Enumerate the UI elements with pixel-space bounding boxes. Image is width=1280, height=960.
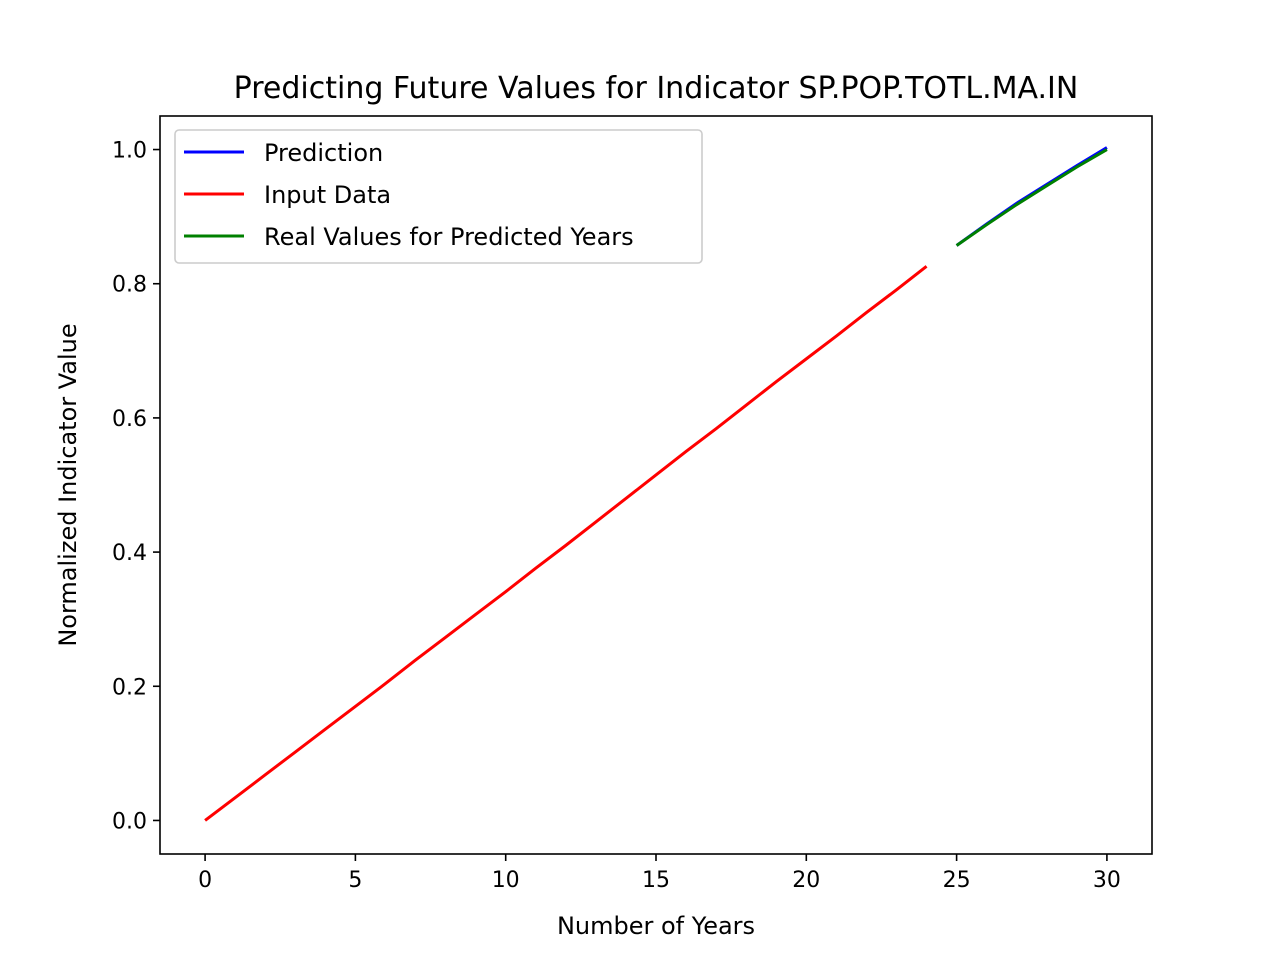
x-tick-label: 5 bbox=[348, 868, 362, 893]
x-tick-label: 30 bbox=[1093, 868, 1121, 893]
y-tick-label: 0.6 bbox=[112, 407, 147, 432]
x-tick-label: 15 bbox=[642, 868, 670, 893]
legend: Prediction Input Data Real Values for Pred… bbox=[174, 129, 703, 264]
y-axis-label: Normalized Indicator Value bbox=[54, 323, 82, 646]
legend-entry-1: Input Data bbox=[264, 181, 391, 209]
y-tick-label: 0.0 bbox=[112, 809, 147, 834]
plot-area: 0 5 10 15 20 25 30 0.0 0.2 0.4 0.6 0.8 1.0 bbox=[112, 115, 1153, 893]
y-tick-label: 0.8 bbox=[112, 273, 147, 298]
x-tick-label: 25 bbox=[943, 868, 971, 893]
legend-entry-2: Real Values for Predicted Years bbox=[264, 223, 634, 251]
legend-entry-0: Prediction bbox=[264, 139, 383, 167]
legend-box bbox=[174, 129, 703, 264]
y-tick-label: 0.2 bbox=[112, 675, 147, 700]
y-tick-label: 1.0 bbox=[112, 139, 147, 164]
series-line-1 bbox=[204, 265, 928, 822]
y-tick-label: 0.4 bbox=[112, 541, 147, 566]
x-tick-label: 10 bbox=[492, 868, 520, 893]
chart-title: Predicting Future Values for Indicator S… bbox=[234, 71, 1079, 106]
x-tick-label: 20 bbox=[792, 868, 820, 893]
series-line-2 bbox=[955, 148, 1108, 247]
x-axis-label: Number of Years bbox=[557, 912, 755, 940]
x-tick-label: 0 bbox=[198, 868, 212, 893]
